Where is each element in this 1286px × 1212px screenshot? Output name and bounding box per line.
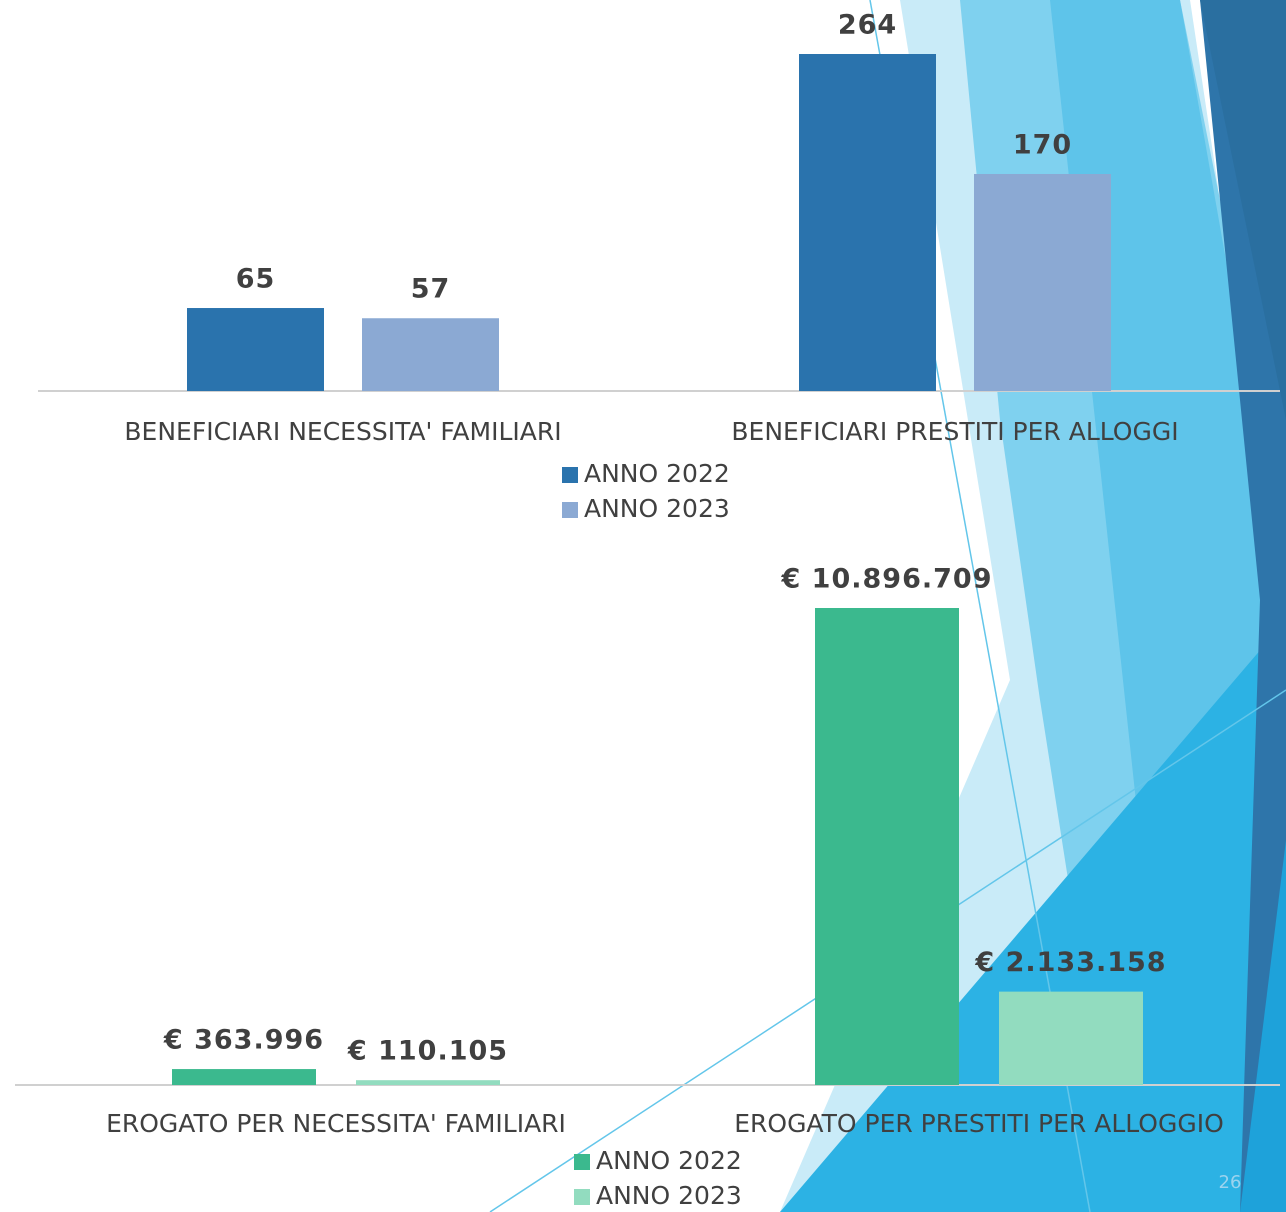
value-label: 65: [236, 264, 276, 295]
value-label: € 110.105: [347, 1036, 508, 1067]
value-label: 264: [838, 10, 897, 41]
legend-swatch: [562, 467, 578, 483]
legend-swatch: [562, 502, 578, 518]
bar: [362, 318, 499, 391]
category-label: BENEFICIARI NECESSITA' FAMILIARI: [124, 417, 561, 446]
legend-swatch: [574, 1154, 590, 1170]
category-label: EROGATO PER PRESTITI PER ALLOGGIO: [734, 1109, 1224, 1138]
bar: [815, 608, 959, 1085]
category-label: BENEFICIARI PRESTITI PER ALLOGGI: [731, 417, 1178, 446]
bar: [356, 1080, 500, 1085]
legend-label: ANNO 2023: [596, 1181, 742, 1210]
category-label: EROGATO PER NECESSITA' FAMILIARI: [106, 1109, 566, 1138]
bar: [172, 1069, 316, 1085]
value-label: 57: [411, 274, 451, 305]
bar: [799, 54, 936, 391]
bar: [974, 174, 1111, 391]
legend-swatch: [574, 1189, 590, 1205]
value-label: € 2.133.158: [974, 947, 1166, 978]
page-number: 26: [1219, 1172, 1242, 1193]
slide: BENEFICIARI NECESSITA' FAMILIARI BENEFICI…: [0, 0, 1286, 1212]
legend-label: ANNO 2022: [584, 459, 730, 488]
legend-label: ANNO 2022: [596, 1146, 742, 1175]
legend-label: ANNO 2023: [584, 494, 730, 523]
bar: [187, 308, 324, 391]
value-label: € 10.896.709: [781, 564, 993, 595]
bar: [999, 992, 1143, 1085]
value-label: € 363.996: [163, 1025, 324, 1056]
value-label: 170: [1013, 129, 1072, 160]
